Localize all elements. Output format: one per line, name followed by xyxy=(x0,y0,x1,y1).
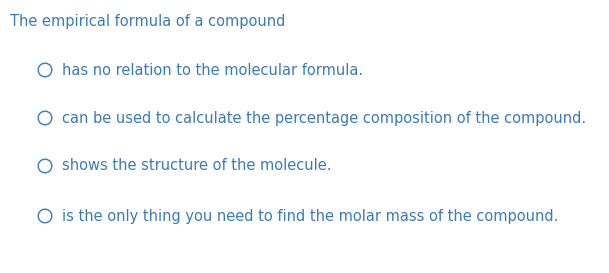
Text: is the only thing you need to find the molar mass of the compound.: is the only thing you need to find the m… xyxy=(62,209,558,224)
Text: shows the structure of the molecule.: shows the structure of the molecule. xyxy=(62,159,331,174)
Text: can be used to calculate the percentage composition of the compound.: can be used to calculate the percentage … xyxy=(62,111,586,126)
Text: The empirical formula of a compound: The empirical formula of a compound xyxy=(10,14,286,29)
Text: has no relation to the molecular formula.: has no relation to the molecular formula… xyxy=(62,63,363,78)
